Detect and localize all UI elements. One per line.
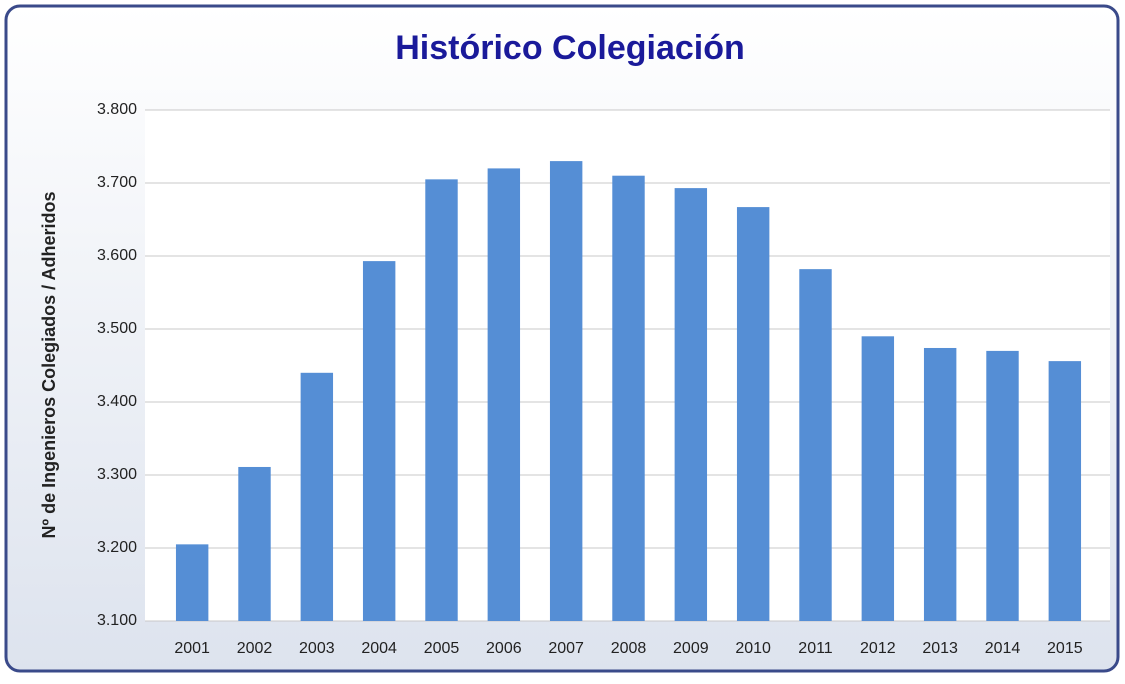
bar (425, 179, 458, 621)
y-tick-label: 3.200 (97, 539, 137, 556)
bar (736, 207, 770, 621)
bar (549, 161, 583, 621)
x-tick-label: 2001 (174, 640, 210, 657)
bar (861, 336, 895, 621)
y-axis-label: Nº de Ingenieros Colegiados / Adheridos (39, 192, 59, 539)
y-tick-label: 3.600 (97, 247, 137, 264)
y-tick-label: 3.400 (97, 393, 137, 410)
bar (923, 347, 957, 621)
x-tick-label: 2014 (985, 640, 1021, 657)
x-tick-label: 2002 (237, 640, 273, 657)
x-tick-label: 2009 (673, 640, 709, 657)
x-tick-label: 2008 (611, 640, 647, 657)
bar (487, 168, 521, 621)
x-tick-label: 2005 (424, 640, 460, 657)
x-tick-label: 2003 (299, 640, 335, 657)
bar (1048, 361, 1082, 621)
y-tick-label: 3.800 (97, 101, 137, 118)
chart-title: Histórico Colegiación (395, 29, 745, 67)
bar (362, 261, 396, 621)
bar (674, 188, 708, 622)
bar (238, 466, 271, 621)
x-tick-label: 2011 (798, 640, 833, 657)
y-tick-label: 3.500 (97, 320, 137, 337)
bar (612, 175, 645, 621)
y-tick-label: 3.300 (97, 466, 137, 483)
bar (986, 350, 1019, 621)
bar (799, 269, 832, 621)
x-tick-label: 2006 (486, 640, 522, 657)
x-tick-label: 2012 (860, 640, 896, 657)
x-tick-label: 2015 (1047, 640, 1083, 657)
y-tick-label: 3.100 (97, 612, 137, 629)
x-tick-label: 2013 (922, 640, 958, 657)
x-tick-label: 2007 (548, 640, 584, 657)
bar (175, 544, 209, 621)
x-tick-label: 2004 (361, 640, 397, 657)
y-tick-label: 3.700 (97, 174, 137, 191)
bar (300, 372, 334, 621)
x-tick-label: 2010 (735, 640, 771, 657)
